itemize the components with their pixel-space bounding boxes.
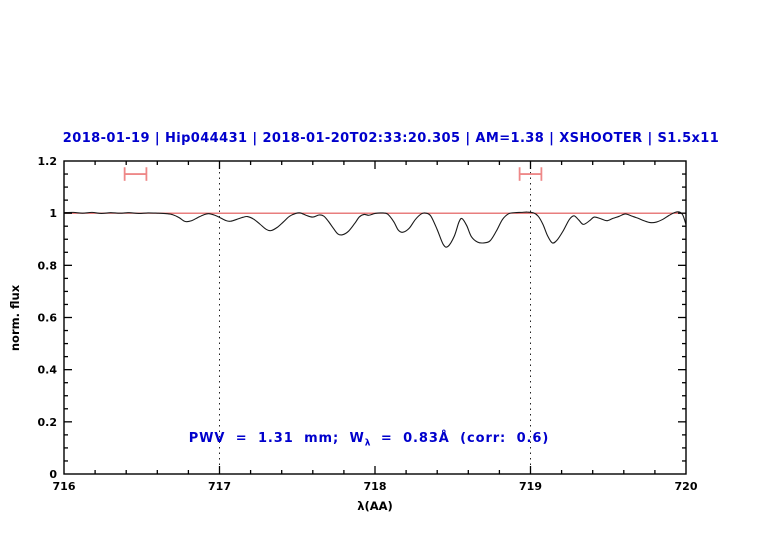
pwv-annotation: PWV = 1.31 mm; Wλ = 0.83Å (corr: 0.6) xyxy=(147,416,549,464)
y-tick-label: 0.2 xyxy=(38,416,58,429)
pwv-annotation-subscript: λ xyxy=(364,438,371,449)
pwv-annotation-suffix: = 0.83Å (corr: 0.6) xyxy=(370,431,550,446)
y-tick-label: 1 xyxy=(49,207,57,220)
x-tick-label: 719 xyxy=(519,480,542,493)
spectrum-curve-layer xyxy=(63,211,687,248)
y-tick-label: 0 xyxy=(49,468,57,481)
x-axis-label: λ(AA) xyxy=(357,499,393,513)
telluric-range-marker xyxy=(518,167,543,181)
y-tick-label: 0.8 xyxy=(38,259,58,272)
plot-title: 2018-01-19 | Hip044431 | 2018-01-20T02:3… xyxy=(62,131,720,146)
pwv-annotation-prefix: PWV = 1.31 mm; W xyxy=(188,431,365,446)
y-tick-label: 0.6 xyxy=(38,312,58,325)
x-tick-label: 718 xyxy=(364,480,387,493)
axes-layer: 716 717 718 719 720 0 0.2 0.4 0.6 0.8 1 1.2 xyxy=(38,155,698,493)
telluric-range-marker xyxy=(123,167,148,181)
x-tick-label: 716 xyxy=(53,480,76,493)
spectrum-line xyxy=(63,211,687,248)
y-tick-label: 0.4 xyxy=(38,364,58,377)
range-markers-layer xyxy=(123,167,543,181)
y-axis-label: norm. flux xyxy=(8,284,22,351)
x-tick-label: 720 xyxy=(675,480,698,493)
x-tick-label: 717 xyxy=(208,480,231,493)
y-tick-label: 1.2 xyxy=(38,155,58,168)
